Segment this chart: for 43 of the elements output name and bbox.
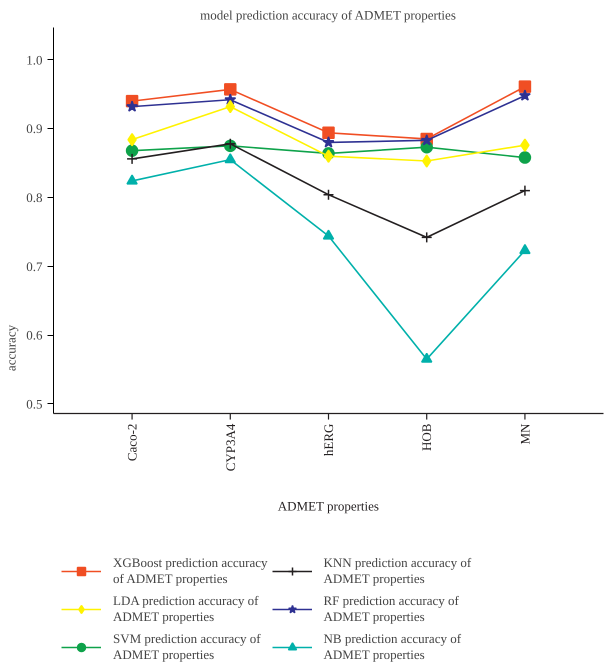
x-axis-title: ADMET properties [278,498,379,514]
point [520,138,530,152]
point [224,83,237,96]
point [322,126,335,140]
point [324,149,334,163]
legend-label: SVM prediction accuracy of ADMET properties [113,630,261,664]
legend-label: KNN prediction accuracy of ADMET properties [324,554,472,588]
point [420,232,432,244]
point [127,132,137,146]
point [518,89,531,101]
y-tick-label: 0.6 [26,328,43,343]
legend-label: XGBoost prediction accuracy of ADMET properties [113,554,268,588]
x-tick-label: Caco-2 [124,424,140,462]
point [226,100,236,114]
point [420,352,432,363]
x-tick-label: MN [517,422,532,445]
point [518,151,532,164]
point [126,144,138,157]
point [224,138,236,150]
point [519,244,531,254]
y-axis-title: accuracy [3,324,18,372]
point [322,136,334,148]
chart-title: model prediction accuracy of ADMET properties [200,8,456,22]
point [126,153,138,165]
y-tick-label: 0.5 [26,396,42,412]
point [126,100,138,112]
point [322,188,334,200]
legend-label: NB prediction accuracy of ADMET properties [324,630,462,664]
point [422,154,432,168]
point [519,184,531,196]
point [126,174,138,185]
point [518,80,532,93]
legend-label: LDA prediction accuracy of ADMET properties [113,592,258,626]
x-tick-label: hERG [321,424,336,456]
y-tick-label: 0.7 [26,258,43,274]
x-tick-label: CYP3A4 [222,423,238,472]
y-tick-label: 0.9 [26,121,42,136]
y-tick-label: 1.0 [26,52,42,68]
legend-label: RF prediction accuracy of ADMET properties [324,592,459,626]
x-tick-label: HOB [419,423,434,452]
point [224,153,236,164]
y-tick-label: 0.8 [26,190,42,205]
point [322,229,334,240]
